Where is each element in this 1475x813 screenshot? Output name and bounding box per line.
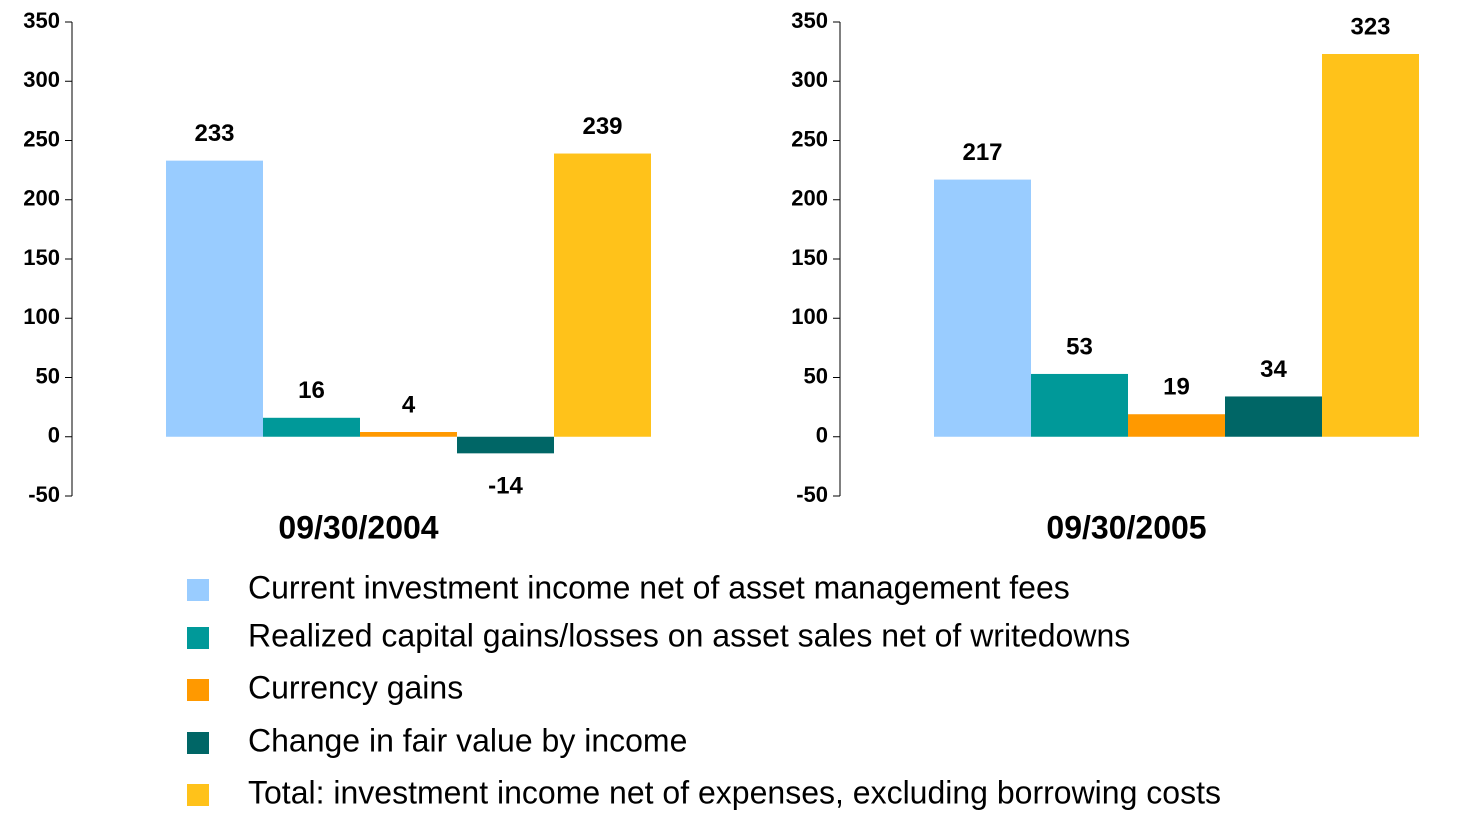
legend-swatch [187, 784, 209, 806]
y-tick-label: -50 [28, 482, 60, 507]
data-label: -14 [488, 473, 523, 500]
data-label: 16 [298, 377, 325, 404]
data-label: 323 [1350, 13, 1390, 40]
legend-label: Total: investment income net of expenses… [248, 774, 1221, 810]
legend-swatch [187, 732, 209, 754]
y-tick-label: 150 [23, 245, 60, 270]
y-tick-label: 50 [804, 363, 828, 388]
data-label: 239 [582, 113, 622, 140]
bar [166, 160, 263, 437]
y-tick-label: 350 [791, 8, 828, 33]
y-tick-label: 300 [23, 67, 60, 92]
legend-label: Realized capital gains/losses on asset s… [248, 617, 1130, 653]
y-tick-label: 350 [23, 8, 60, 33]
y-tick-label: 100 [791, 304, 828, 329]
y-tick-label: 200 [23, 186, 60, 211]
bar [457, 436, 554, 454]
legend-label: Current investment income net of asset m… [248, 569, 1070, 605]
bar [934, 179, 1031, 437]
y-tick-label: 250 [791, 126, 828, 151]
bar [360, 432, 457, 437]
bar [263, 417, 360, 437]
bar [1225, 396, 1322, 437]
y-tick-label: 0 [816, 423, 828, 448]
x-category-label: 09/30/2005 [1046, 509, 1206, 545]
y-tick-label: 200 [791, 186, 828, 211]
y-tick-label: 300 [791, 67, 828, 92]
y-tick-label: 0 [48, 423, 60, 448]
y-tick-label: 250 [23, 126, 60, 151]
y-tick-label: 100 [23, 304, 60, 329]
data-label: 4 [402, 391, 416, 418]
data-label: 53 [1066, 333, 1093, 360]
legend-swatch [187, 627, 209, 649]
y-tick-label: 50 [36, 363, 60, 388]
bar [1031, 373, 1128, 437]
legend-swatch [187, 579, 209, 601]
x-category-label: 09/30/2004 [278, 509, 438, 545]
legend-label: Change in fair value by income [248, 722, 687, 758]
data-label: 233 [194, 120, 234, 147]
data-label: 19 [1163, 374, 1190, 401]
legend-swatch [187, 679, 209, 701]
y-tick-label: 150 [791, 245, 828, 270]
bar [1128, 414, 1225, 437]
bar [554, 153, 651, 437]
bar [1322, 53, 1419, 437]
data-label: 34 [1260, 356, 1287, 383]
y-tick-label: -50 [796, 482, 828, 507]
data-label: 217 [962, 139, 1002, 166]
legend-label: Currency gains [248, 669, 463, 705]
